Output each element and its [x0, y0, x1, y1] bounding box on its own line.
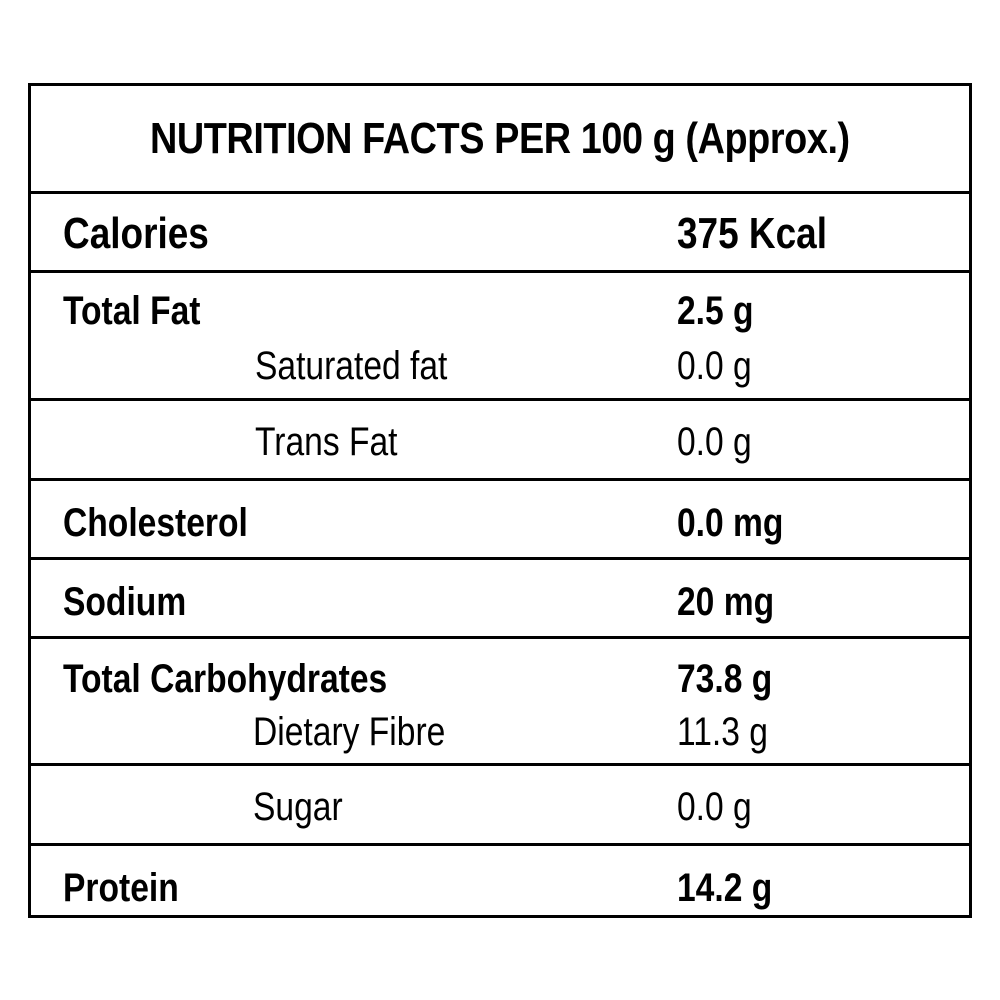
row-protein: Protein 14.2 g: [31, 846, 969, 915]
row-total-carbohydrates: Total Carbohydrates 73.8 g Dietary Fibre…: [31, 639, 969, 766]
nutrition-facts-table: NUTRITION FACTS PER 100 g (Approx.) Calo…: [28, 83, 972, 918]
calories-label: Calories: [63, 209, 209, 258]
protein-label: Protein: [63, 866, 179, 910]
table-title-cell: NUTRITION FACTS PER 100 g (Approx.): [31, 86, 969, 194]
row-calories: Calories 375 Kcal: [31, 194, 969, 273]
dietary-fibre-label: Dietary Fibre: [253, 710, 446, 754]
total-fat-label: Total Fat: [63, 289, 201, 333]
cholesterol-label: Cholesterol: [63, 501, 248, 545]
protein-value: 14.2 g: [677, 866, 773, 910]
sugar-value: 0.0 g: [677, 785, 752, 829]
trans-fat-label: Trans Fat: [255, 420, 398, 464]
sugar-label: Sugar: [253, 785, 343, 829]
sodium-value: 20 mg: [677, 580, 775, 624]
calories-value: 375 Kcal: [677, 209, 828, 258]
row-cholesterol: Cholesterol 0.0 mg: [31, 481, 969, 560]
row-sugar: Sugar 0.0 g: [31, 766, 969, 846]
total-fat-value: 2.5 g: [677, 289, 754, 333]
dietary-fibre-value: 11.3 g: [677, 710, 768, 754]
row-sodium: Sodium 20 mg: [31, 560, 969, 639]
saturated-fat-value: 0.0 g: [677, 344, 752, 388]
row-trans-fat: Trans Fat 0.0 g: [31, 401, 969, 481]
table-title: NUTRITION FACTS PER 100 g (Approx.): [150, 113, 850, 163]
total-carbohydrates-value: 73.8 g: [677, 657, 773, 701]
row-total-fat: Total Fat 2.5 g Saturated fat 0.0 g: [31, 273, 969, 401]
total-carbohydrates-label: Total Carbohydrates: [63, 657, 388, 701]
saturated-fat-label: Saturated fat: [255, 344, 448, 388]
trans-fat-value: 0.0 g: [677, 420, 752, 464]
cholesterol-value: 0.0 mg: [677, 501, 784, 545]
sodium-label: Sodium: [63, 580, 187, 624]
